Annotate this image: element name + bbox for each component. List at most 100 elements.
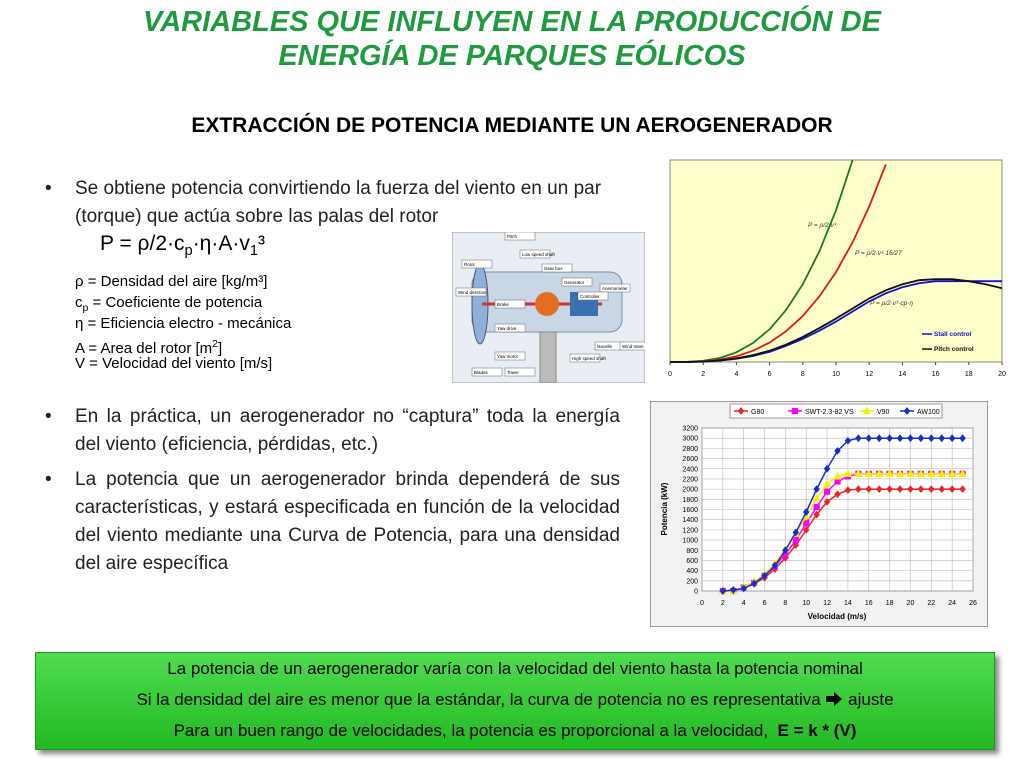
- diagram-label: Generator: [564, 280, 585, 285]
- y-tick-label: 1800: [682, 497, 698, 504]
- annotation: P = ρ/2·v³·cp·η: [870, 300, 913, 307]
- diagram-label: Anemometer: [602, 286, 628, 291]
- formula-part: p: [184, 243, 193, 260]
- x-tick-label: 8: [783, 600, 787, 607]
- x-tick-label: 18: [886, 600, 894, 607]
- diagram-label: Yaw motor: [497, 354, 519, 359]
- label-box: [569, 353, 601, 363]
- def-part: p: [82, 302, 89, 314]
- chart: 0200400600800100012001400160018002000220…: [650, 401, 988, 627]
- y-tick-label: 2800: [682, 446, 698, 453]
- y-tick-label: 2200: [682, 476, 698, 483]
- legend-marker: [791, 407, 799, 415]
- y-tick-label: 2000: [682, 487, 698, 494]
- marker: [875, 434, 883, 443]
- diagram-label: Yaw drive: [497, 326, 517, 331]
- diagram-label: Gear box: [544, 266, 563, 271]
- x-axis-label: Velocidad (m/s): [808, 612, 867, 621]
- x-tick-label: 2: [721, 600, 725, 607]
- marker: [896, 434, 904, 443]
- definition: V = Velocidad del viento [m/s]: [75, 355, 273, 372]
- definition: A = Area del rotor [m2]: [75, 334, 222, 359]
- marker: [813, 485, 820, 494]
- marker: [855, 434, 862, 443]
- marker: [761, 571, 768, 580]
- x-tick-label: 0: [668, 371, 672, 378]
- y-tick-label: 200: [686, 578, 698, 585]
- marker: [875, 469, 884, 477]
- marker: [916, 469, 925, 477]
- legend-label: AW100: [917, 409, 940, 416]
- marker: [740, 584, 747, 593]
- y-tick-label: 1000: [682, 538, 698, 545]
- marker: [813, 503, 820, 511]
- legend-marker: [903, 407, 911, 415]
- marker: [958, 469, 967, 477]
- x-tick-label: 16: [865, 600, 873, 607]
- subtitle: EXTRACCIÓN DE POTENCIA MEDIANTE UN AEROG…: [191, 114, 833, 137]
- conclusion-text: Para un buen rango de velocidades, la po…: [173, 721, 769, 740]
- x-tick-label: 20: [907, 600, 915, 607]
- conclusion-formula: E = k * (V): [777, 721, 857, 740]
- marker: [750, 579, 758, 588]
- formula: P = ρ/2·cp·η·A·v1³: [100, 232, 265, 259]
- diagram-label: Blades: [474, 370, 489, 375]
- conclusion-text: ajuste: [848, 690, 894, 709]
- x-tick-label: 16: [932, 371, 940, 378]
- formula-part: P = ρ/2·c: [100, 232, 185, 255]
- marker: [834, 490, 841, 499]
- marker: [771, 561, 779, 570]
- y-tick-label: 3000: [682, 436, 698, 443]
- conclusion-box: La potencia de un aerogenerador varía co…: [35, 652, 995, 750]
- marker: [938, 434, 945, 443]
- marker: [865, 485, 873, 494]
- marker: [812, 493, 821, 502]
- marker: [907, 485, 914, 494]
- def-part: ]: [218, 340, 223, 357]
- diagram-label: Brake: [497, 302, 509, 307]
- y-tick-label: 0: [694, 589, 698, 596]
- y-tick-label: 2600: [682, 456, 698, 463]
- definition: cp = Coeficiente de potencia: [75, 293, 262, 318]
- gearbox-shape: [535, 292, 559, 316]
- marker: [865, 434, 873, 443]
- legend-box: [729, 403, 943, 419]
- label-box: [471, 367, 503, 377]
- marker: [730, 586, 737, 594]
- x-tick-label: 12: [823, 600, 831, 607]
- x-tick-label: 8: [801, 371, 805, 378]
- x-tick-label: 10: [802, 600, 810, 607]
- y-tick-label: 400: [686, 568, 698, 575]
- formula-part: 1: [249, 243, 259, 260]
- marker: [959, 434, 966, 443]
- marker: [823, 464, 831, 473]
- label-box: [494, 351, 526, 361]
- bullet: • En la práctica, un aerogenerador no “ca…: [45, 403, 620, 459]
- plot-area: [669, 159, 1003, 363]
- def-part: c: [75, 294, 83, 311]
- marker: [917, 485, 925, 494]
- label-box: [461, 259, 493, 269]
- marker: [802, 508, 810, 516]
- marker: [792, 541, 800, 550]
- conclusion-text: Si la densidad del aire es menor que la …: [136, 690, 821, 709]
- marker: [864, 469, 873, 477]
- y-tick-label: 3200: [682, 426, 698, 433]
- y-axis-label: Potencia (kW): [660, 482, 669, 535]
- diagram-label: Low speed shaft: [522, 252, 556, 257]
- label-box: [504, 367, 536, 377]
- legend-label: V90: [877, 409, 890, 416]
- annotation: P = ρ/2·v³·16/27: [855, 250, 902, 257]
- conclusion-line: Si la densidad del aire es menor que la …: [36, 684, 994, 715]
- marker: [937, 469, 946, 477]
- x-tick-label: 24: [948, 600, 956, 607]
- marker: [854, 469, 863, 477]
- marker: [844, 436, 852, 445]
- label-box: [494, 299, 526, 309]
- marker: [792, 536, 799, 544]
- def-part: = Coeficiente de potencia: [88, 294, 263, 311]
- diagram-label: Wind direction: [458, 290, 487, 295]
- x-tick-label: 18: [965, 371, 973, 378]
- marker: [875, 485, 883, 494]
